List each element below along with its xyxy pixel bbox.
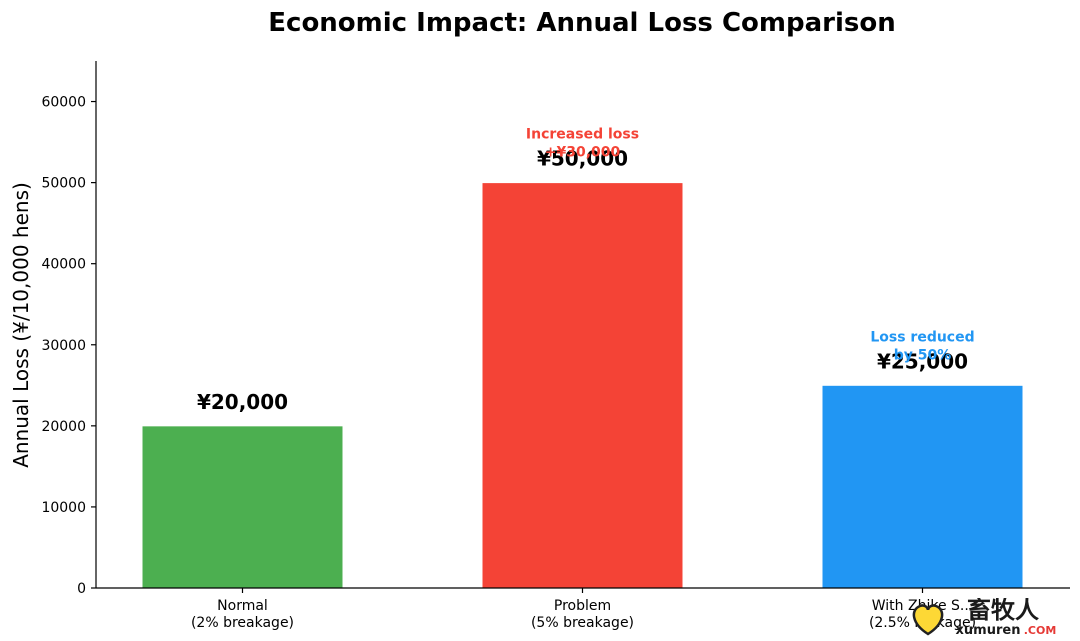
plot-area: 0 10000 20000 30000 40000 50000 60000 Normal (2%… [41,61,1070,631]
annotation-label: Increased loss +¥30,000 [526,127,639,161]
heart-icon [912,604,944,636]
watermark-brand-en: xumuren [956,623,1021,638]
y-tick-label: 60000 [41,95,86,111]
x-tick-label: Problem (5% breakage) [531,598,634,631]
x-tick-label: Normal (2% breakage) [191,598,294,631]
watermark-logo: 畜牧人 xumuren .COM [912,598,1057,638]
data-label: ¥50,000 [537,147,628,171]
watermark-brand-domain: .COM [1024,624,1057,637]
y-tick-label: 30000 [41,338,86,354]
watermark-brand-cn: 畜牧人 [967,598,1039,624]
y-tick-label: 20000 [41,419,86,435]
data-label: ¥25,000 [877,349,968,373]
y-tick-label: 0 [77,581,86,597]
bar-1 [481,182,684,589]
chart-title: Economic Impact: Annual Loss Comparison [268,8,895,38]
y-axis-label: Annual Loss (¥/10,000 hens) [9,182,33,468]
y-tick-label: 10000 [41,500,86,516]
y-tick-label: 40000 [41,257,86,273]
annotation-label: Loss reduced by 50% [870,329,974,363]
bar-0 [141,425,344,589]
bar-2 [821,384,1024,589]
y-tick-label: 50000 [41,176,86,192]
data-label: ¥20,000 [197,390,288,414]
